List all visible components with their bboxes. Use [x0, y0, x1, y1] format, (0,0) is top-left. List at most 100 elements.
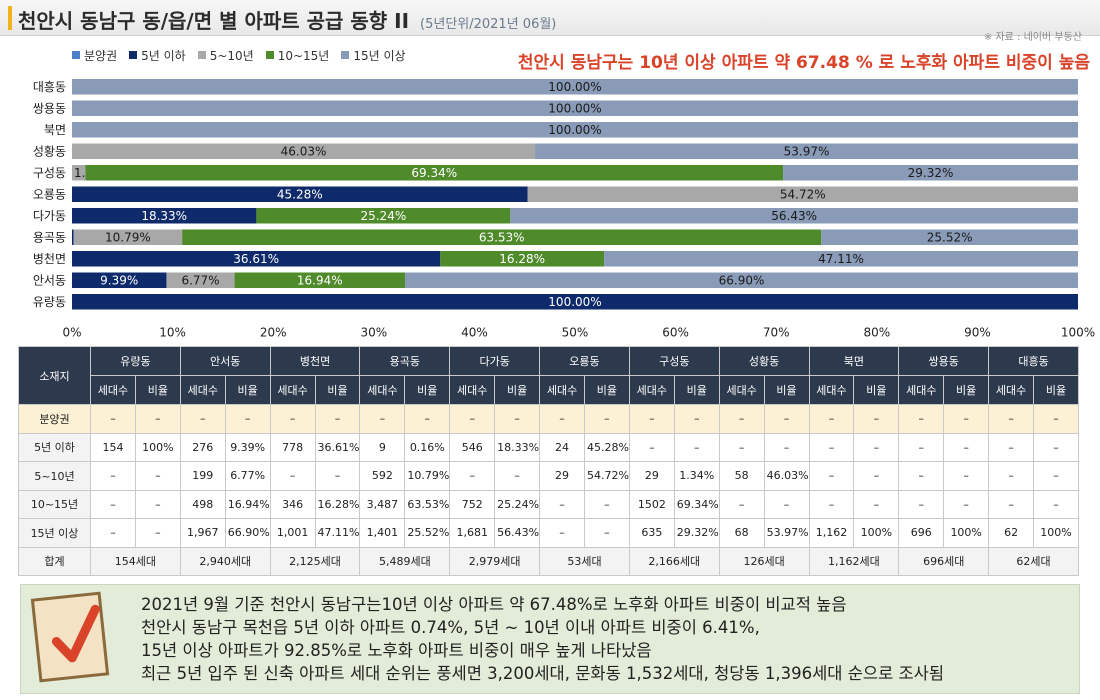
subheader: 비율 — [494, 375, 541, 405]
subheader: 세대수 — [628, 375, 675, 405]
table-cell: – — [763, 432, 810, 462]
data-label: 63.53% — [479, 230, 525, 244]
table-cell: 6.77% — [224, 461, 271, 491]
table-cell: 66.90% — [224, 518, 271, 548]
table-cell: – — [808, 489, 855, 519]
bar-segment — [72, 100, 1078, 116]
table-cell: – — [1033, 404, 1079, 434]
row-label: 분양권 — [18, 404, 91, 434]
title-bar: 천안시 동남구 동/읍/면 별 아파트 공급 동향 II (5년단위/2021년… — [0, 0, 1100, 36]
legend-item: 5년 이하 — [129, 46, 186, 64]
table-cell: 0.16% — [404, 432, 451, 462]
subheader: 세대수 — [359, 375, 406, 405]
total-cell: 2,940세대 — [179, 546, 271, 576]
region-header: 대흥동 — [988, 346, 1079, 376]
table-cell: – — [943, 489, 990, 519]
table-cell: – — [943, 432, 990, 462]
table-cell: – — [808, 461, 855, 491]
bar-segment — [166, 272, 235, 288]
x-tick-label: 30% — [360, 326, 387, 340]
table-cell: – — [583, 489, 630, 519]
total-cell: 5,489세대 — [359, 546, 451, 576]
bar-segment — [72, 79, 1078, 95]
table-cell: 498 — [179, 489, 226, 519]
subheader: 비율 — [404, 375, 451, 405]
region-header: 구성동 — [628, 346, 720, 376]
bar-segment — [182, 229, 822, 245]
table-cell: – — [718, 404, 765, 434]
bar-segment — [535, 143, 1078, 159]
table-cell: 100% — [1033, 518, 1079, 548]
table-cell: – — [898, 432, 945, 462]
table-cell: 546 — [449, 432, 496, 462]
subheader: 비율 — [1033, 375, 1079, 405]
table-cell: – — [853, 432, 900, 462]
headline: 천안시 동남구는 10년 이상 아파트 약 67.48 % 로 노후화 아파트 … — [517, 53, 1090, 73]
category-label: 오룡동 — [33, 187, 66, 201]
table-cell: 9 — [359, 432, 406, 462]
checkbox-icon — [30, 591, 110, 683]
total-label: 합계 — [18, 546, 91, 576]
data-label: 9.39% — [100, 273, 138, 287]
page-title: 천안시 동남구 동/읍/면 별 아파트 공급 동향 II (5년단위/2021년… — [18, 5, 556, 34]
data-label: 69.34% — [411, 166, 457, 180]
legend-swatch — [341, 51, 350, 59]
data-label: 66.90% — [719, 273, 765, 287]
table-cell: 635 — [628, 518, 675, 548]
category-label: 병천면 — [33, 251, 66, 266]
bar-segment — [72, 143, 536, 159]
subheader: 비율 — [314, 375, 361, 405]
table-cell: 63.53% — [404, 489, 451, 519]
table-cell: – — [853, 489, 900, 519]
table-cell: – — [404, 404, 451, 434]
total-cell: 2,125세대 — [269, 546, 361, 576]
supply-table-wrap: 소재지 유량동 안서동 병천면 용곡동 다가동 오룡동 구성동 성황동 북면 쌍용동 대흥동 세대수 비율… — [18, 346, 1079, 576]
table-cell: 752 — [449, 489, 496, 519]
bar-segment — [72, 165, 86, 181]
bar-segment — [440, 251, 605, 267]
category-label: 다가동 — [33, 209, 66, 223]
legend-item: 15년 이상 — [341, 46, 406, 64]
table-cell: – — [943, 404, 990, 434]
data-label: 18.33% — [141, 209, 187, 223]
x-tick-label: 100% — [1061, 326, 1095, 340]
x-tick-label: 50% — [562, 326, 589, 340]
table-cell: 10.79% — [404, 461, 451, 491]
table-cell: – — [224, 404, 271, 434]
title-text: 천안시 동남구 동/읍/면 별 아파트 공급 동향 II — [18, 9, 410, 33]
category-label: 쌍용동 — [33, 101, 66, 115]
table-cell: – — [988, 432, 1035, 462]
table-cell: – — [90, 489, 136, 519]
legend-label: 분양권 — [84, 48, 118, 63]
table-cell: 29 — [539, 461, 585, 491]
title-accent — [8, 6, 12, 30]
category-label: 구성동 — [33, 166, 66, 180]
data-label: 46.03% — [281, 144, 327, 158]
check-mark-icon — [51, 604, 100, 663]
table-row: 15년 이상 – –1,967 66.90% 1,001 47.11% 1,401 25.52… — [18, 518, 1079, 548]
table-cell: 45.28% — [583, 432, 630, 462]
x-tick-label: 40% — [461, 326, 488, 340]
table-cell: 16.28% — [314, 489, 361, 519]
category-label: 유량동 — [33, 295, 66, 309]
table-cell: – — [898, 404, 945, 434]
bar-segment — [821, 229, 1078, 245]
legend-swatch — [72, 51, 80, 59]
table-cell: 9.39% — [224, 432, 271, 462]
row-label: 15년 이상 — [18, 518, 91, 548]
table-cell: 1,001 — [269, 518, 316, 548]
table-cell: – — [673, 432, 720, 462]
table-cell: 1,967 — [179, 518, 226, 548]
data-label: 10.79% — [105, 230, 151, 244]
table-cell: 58 — [718, 461, 765, 491]
table-cell: 62 — [988, 518, 1035, 548]
table-cell: – — [763, 404, 810, 434]
table-cell: 100% — [134, 432, 181, 462]
subheader: 비율 — [134, 375, 181, 405]
table-cell: – — [539, 489, 585, 519]
table-cell: 68 — [718, 518, 765, 548]
table-cell: – — [314, 461, 361, 491]
table-cell: 56.43% — [494, 518, 541, 548]
table-cell: – — [853, 404, 900, 434]
table-cell: – — [943, 461, 990, 491]
